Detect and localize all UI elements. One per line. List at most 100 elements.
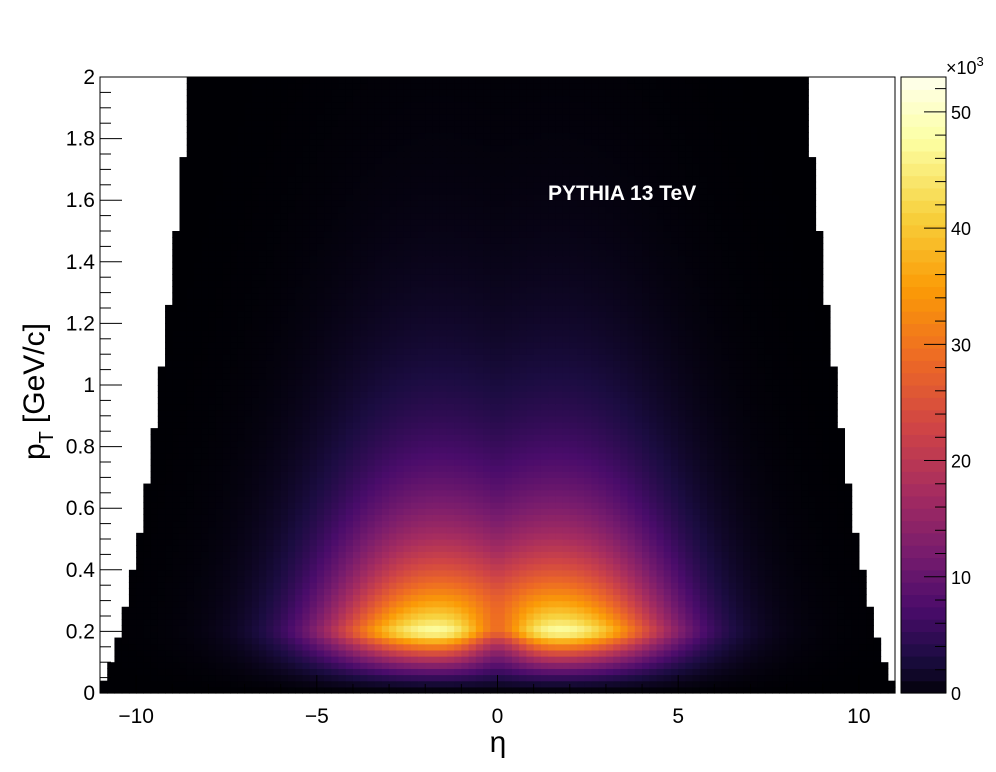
heatmap-cell [389, 452, 397, 460]
heatmap-cell [591, 600, 600, 608]
heatmap-cell [497, 662, 506, 669]
heatmap-cell [801, 428, 809, 435]
heatmap-cell [736, 656, 744, 663]
heatmap-cell [201, 446, 210, 454]
heatmap-cell [613, 545, 621, 552]
heatmap-cell [280, 582, 289, 589]
heatmap-cell [367, 619, 376, 626]
heatmap-cell [815, 600, 824, 608]
heatmap-cell [743, 631, 752, 639]
heatmap-cell [475, 520, 484, 528]
heatmap-cell [150, 495, 159, 503]
heatmap-cell [280, 452, 289, 460]
heatmap-cell [707, 582, 715, 589]
heatmap-cell [287, 483, 296, 491]
heatmap-cell [851, 637, 860, 645]
heatmap-cell [548, 545, 556, 552]
heatmap-cell [613, 434, 621, 442]
heatmap-cell [851, 569, 860, 577]
heatmap-cell [331, 526, 340, 534]
heatmap-cell [555, 446, 564, 454]
heatmap-cell [533, 526, 542, 534]
heatmap-cell [699, 619, 708, 626]
heatmap-cell [772, 415, 780, 423]
heatmap-cell [439, 477, 448, 485]
heatmap-cell [374, 440, 383, 448]
heatmap-cell [656, 397, 665, 405]
heatmap-cell [259, 391, 267, 398]
heatmap-cell [678, 421, 687, 429]
heatmap-cell [389, 582, 397, 589]
heatmap-cell [273, 594, 282, 602]
heatmap-cell [692, 452, 701, 460]
heatmap-cell [374, 563, 383, 571]
heatmap-cell [454, 625, 462, 632]
heatmap-cell [367, 606, 376, 614]
heatmap-cell [396, 606, 405, 614]
heatmap-cell [215, 625, 224, 632]
heatmap-cell [475, 551, 484, 559]
heatmap-cell [259, 612, 267, 620]
heatmap-cell [598, 397, 607, 405]
heatmap-cell [316, 391, 325, 398]
heatmap-cell [815, 656, 824, 663]
heatmap-cell [642, 397, 650, 405]
heatmap-cell [324, 588, 332, 596]
heatmap-cell [772, 637, 780, 645]
heatmap-cell [179, 495, 188, 503]
heatmap-cell [613, 563, 621, 571]
heatmap-cell [367, 551, 376, 559]
heatmap-cell [649, 539, 658, 546]
heatmap-cell [136, 619, 144, 626]
heatmap-cell [172, 397, 181, 405]
heatmap-cell [829, 532, 838, 540]
heatmap-cell [273, 575, 282, 583]
heatmap-cell [280, 637, 289, 645]
heatmap-cell [287, 471, 296, 478]
heatmap-cell [186, 502, 195, 509]
heatmap-cell [302, 397, 311, 405]
heatmap-cell [201, 582, 210, 589]
heatmap-cell [837, 495, 846, 503]
heatmap-cell [858, 612, 867, 620]
heatmap-cell [613, 409, 621, 417]
heatmap-cell [309, 489, 318, 497]
heatmap-cell [663, 680, 672, 688]
heatmap-cell [808, 631, 817, 639]
heatmap-cell [555, 606, 564, 614]
heatmap-cell [627, 391, 636, 398]
heatmap-cell [728, 637, 737, 645]
heatmap-cells [100, 77, 896, 694]
heatmap-cell [425, 668, 434, 676]
heatmap-cell [389, 680, 397, 688]
heatmap-cell [222, 588, 231, 596]
heatmap-cell [634, 397, 643, 405]
heatmap-cell [591, 385, 600, 392]
heatmap-cell [316, 539, 325, 546]
heatmap-cell [656, 680, 665, 688]
heatmap-cell [598, 385, 607, 392]
heatmap-cell [497, 471, 506, 478]
heatmap-cell [634, 625, 643, 632]
heatmap-cell [374, 557, 383, 565]
heatmap-cell [446, 582, 455, 589]
heatmap-cell [750, 612, 759, 620]
heatmap-cell [222, 477, 231, 485]
heatmap-cell [577, 477, 585, 485]
heatmap-cell [627, 643, 636, 651]
heatmap-cell [266, 551, 275, 559]
heatmap-cell [295, 569, 303, 577]
heatmap-cell [837, 477, 846, 485]
heatmap-cell [736, 668, 744, 676]
heatmap-cell [324, 440, 332, 448]
heatmap-cell [605, 385, 614, 392]
heatmap-cell [215, 428, 224, 435]
heatmap-cell [410, 446, 419, 454]
heatmap-cell [165, 489, 173, 497]
heatmap-cell [642, 619, 650, 626]
heatmap-cell [280, 588, 289, 596]
heatmap-cell [287, 421, 296, 429]
heatmap-cell [280, 649, 289, 657]
heatmap-cell [280, 575, 289, 583]
heatmap-cell [497, 631, 506, 639]
